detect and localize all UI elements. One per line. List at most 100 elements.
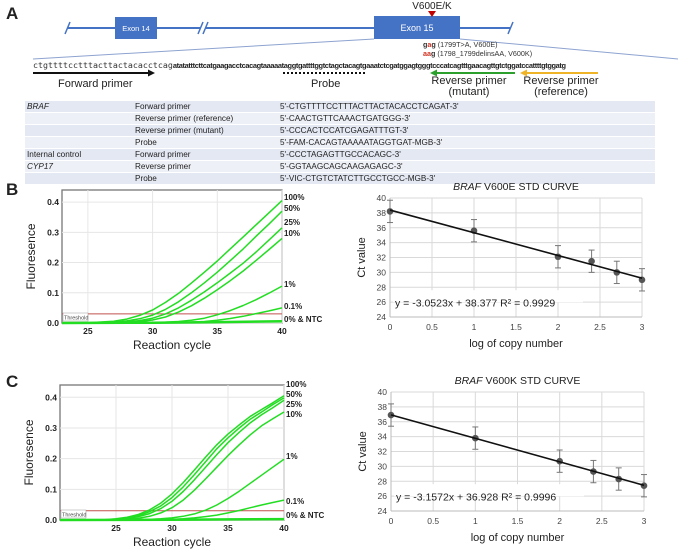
x-tick-label: 2.5 [596, 516, 608, 526]
reverse-primer-reference-label: Reverse primer (reference) [523, 75, 599, 98]
x-tick-label: 0.5 [426, 322, 438, 332]
x-tick-label: 25 [83, 326, 93, 336]
series-label: 1% [286, 452, 298, 461]
x-tick-label: 1.5 [510, 322, 522, 332]
primer-type-cell: Probe [133, 136, 278, 149]
break-mark [197, 21, 204, 35]
primer-type-cell: Reverse primer [133, 160, 278, 173]
primer-table: BRAF Forward primer 5'-CTGTTTTCCTTTACTTACT… [25, 101, 655, 185]
panel-b-letter: B [6, 180, 19, 199]
break-mark [507, 21, 514, 35]
y-axis-label: Fluoresence [22, 419, 36, 485]
threshold-label-box [60, 509, 87, 519]
x-tick-label: 25 [111, 523, 121, 533]
y-tick-label: 28 [377, 282, 387, 292]
y-tick-label: 32 [378, 447, 388, 457]
primer-sequence-cell: 5'-GGTAAGCAGCAAGAGAGC-3' [278, 160, 655, 173]
gene-structure-diagram: Exon 14 Exon 15 V600E/K [32, 1, 679, 77]
forward-primer-label: Forward primer [58, 78, 133, 90]
series-label: 0.1% [286, 497, 304, 506]
reverse-mutant-arrowhead-icon [430, 69, 437, 77]
y-tick-label: 0.3 [45, 423, 57, 433]
panel-a-letter: A [6, 4, 19, 23]
y-axis-label: Fluoresence [24, 223, 38, 289]
data-point [640, 482, 648, 490]
mutation-marker-icon [428, 11, 436, 17]
primer-type-cell: Probe [133, 172, 278, 185]
x-tick-label: 2.5 [594, 322, 606, 332]
series-label: 50% [284, 204, 300, 213]
primer-type-cell: Forward primer [133, 148, 278, 161]
series-label: 10% [284, 229, 300, 238]
x-tick-label: 1 [473, 516, 478, 526]
primer-gene-cell [25, 172, 133, 185]
y-tick-label: 24 [378, 506, 388, 516]
primer-table-row: CYP17 Reverse primer 5'-GGTAAGCAGCAAGAGAGC… [25, 160, 655, 173]
y-tick-label: 40 [377, 193, 387, 203]
y-tick-label: 36 [377, 223, 387, 233]
primer-type-cell: Forward primer [133, 101, 278, 113]
y-tick-label: 38 [377, 208, 387, 218]
data-point [588, 257, 595, 265]
primer-sequence-cell: 5'-CCCACTCCATCGAGATTTGT-3' [278, 124, 655, 137]
primer-gene-cell: Internal control [25, 148, 133, 161]
y-tick-label: 30 [378, 461, 388, 471]
series-label: 0.1% [284, 302, 302, 311]
trendline-equation: y = -3.0523x + 38.377 R² = 0.9929 [395, 298, 555, 310]
chart-title-gene: BRAF [453, 181, 482, 193]
primer-sequence-cell: 5'-VIC-CTGTCTATCTTGCCTGCC-MGB-3' [278, 172, 655, 185]
y-tick-label: 0.4 [47, 197, 59, 207]
y-tick-label: 0.2 [45, 454, 57, 464]
chart-title-rest: V600K STD CURVE [483, 375, 581, 387]
mutation-v600k-note: aag (1798_1799delinsAA, V600K) [423, 49, 533, 58]
dna-sequence: ctgttttcctttacttactacacctcagatatatttcttc… [33, 60, 566, 71]
x-tick-label: 3 [642, 516, 647, 526]
y-tick-label: 0.4 [45, 392, 57, 402]
primer-table-row: Internal control Forward primer 5'-CCCTAGA… [25, 148, 655, 161]
primer-sequence-cell: 5'-FAM-CACAGTAAAAATAGGTGAT-MGB-3' [278, 136, 655, 149]
sequence-exon-region: atatatttcttcatgaagacctcacagtaaaaataggtga… [172, 61, 566, 70]
y-tick-label: 24 [377, 312, 387, 322]
x-axis-label: log of copy number [471, 532, 565, 544]
y-axis-label: Ct value [357, 431, 369, 471]
y-tick-label: 0.1 [47, 288, 59, 298]
primer-sequence-cell: 5'-CTGTTTTCCTTTACTTACTACACCTCAGAT-3' [278, 101, 655, 113]
primer-gene-cell: BRAF [25, 101, 133, 113]
zoom-line-left [32, 38, 375, 60]
x-tick-label: 0.5 [427, 516, 439, 526]
primer-gene-cell [25, 124, 133, 137]
chart-title-gene: BRAF [455, 375, 484, 387]
x-tick-label: 35 [223, 523, 233, 533]
series-label: 10% [286, 410, 302, 419]
primer-table-row: Probe 5'-FAM-CACAGTAAAAATAGGTGAT-MGB-3' [25, 136, 655, 149]
chart-title-rest: V600E STD CURVE [481, 181, 579, 193]
y-tick-label: 0.1 [45, 484, 57, 494]
x-tick-label: 30 [167, 523, 177, 533]
y-tick-label: 0.0 [47, 318, 59, 328]
primer-type-cell: Reverse primer (mutant) [133, 124, 278, 137]
series-label: 100% [286, 380, 306, 389]
y-tick-label: 34 [378, 432, 388, 442]
reverse-primer-mutant-label: Reverse primer (mutant) [431, 75, 507, 98]
y-tick-label: 40 [378, 387, 388, 397]
exon-15-box [374, 16, 460, 39]
y-tick-label: 0.0 [45, 515, 57, 525]
y-tick-label: 26 [378, 491, 388, 501]
trendline [390, 414, 645, 487]
series-label: 50% [286, 390, 302, 399]
amplification-curve-0NTC [59, 517, 285, 522]
y-tick-label: 38 [378, 402, 388, 412]
series-label: 100% [284, 193, 304, 202]
trendline-equation: y = -3.1572x + 36.928 R² = 0.9996 [396, 492, 556, 504]
x-axis-label: Reaction cycle [133, 535, 211, 549]
primer-table-row: Reverse primer (reference) 5'-CAACTGTTCAA… [25, 112, 655, 125]
x-tick-label: 3 [640, 322, 645, 332]
plot-area [61, 189, 283, 324]
x-axis-label: log of copy number [469, 338, 563, 350]
y-tick-label: 34 [377, 238, 387, 248]
threshold-label: Threshold [64, 316, 88, 322]
x-tick-label: 35 [213, 326, 223, 336]
primer-type-cell: Reverse primer (reference) [133, 112, 278, 125]
primer-sequence-cell: 5'-CCCTAGAGTTGCCACAGC-3' [278, 148, 655, 161]
x-tick-label: 40 [277, 326, 287, 336]
